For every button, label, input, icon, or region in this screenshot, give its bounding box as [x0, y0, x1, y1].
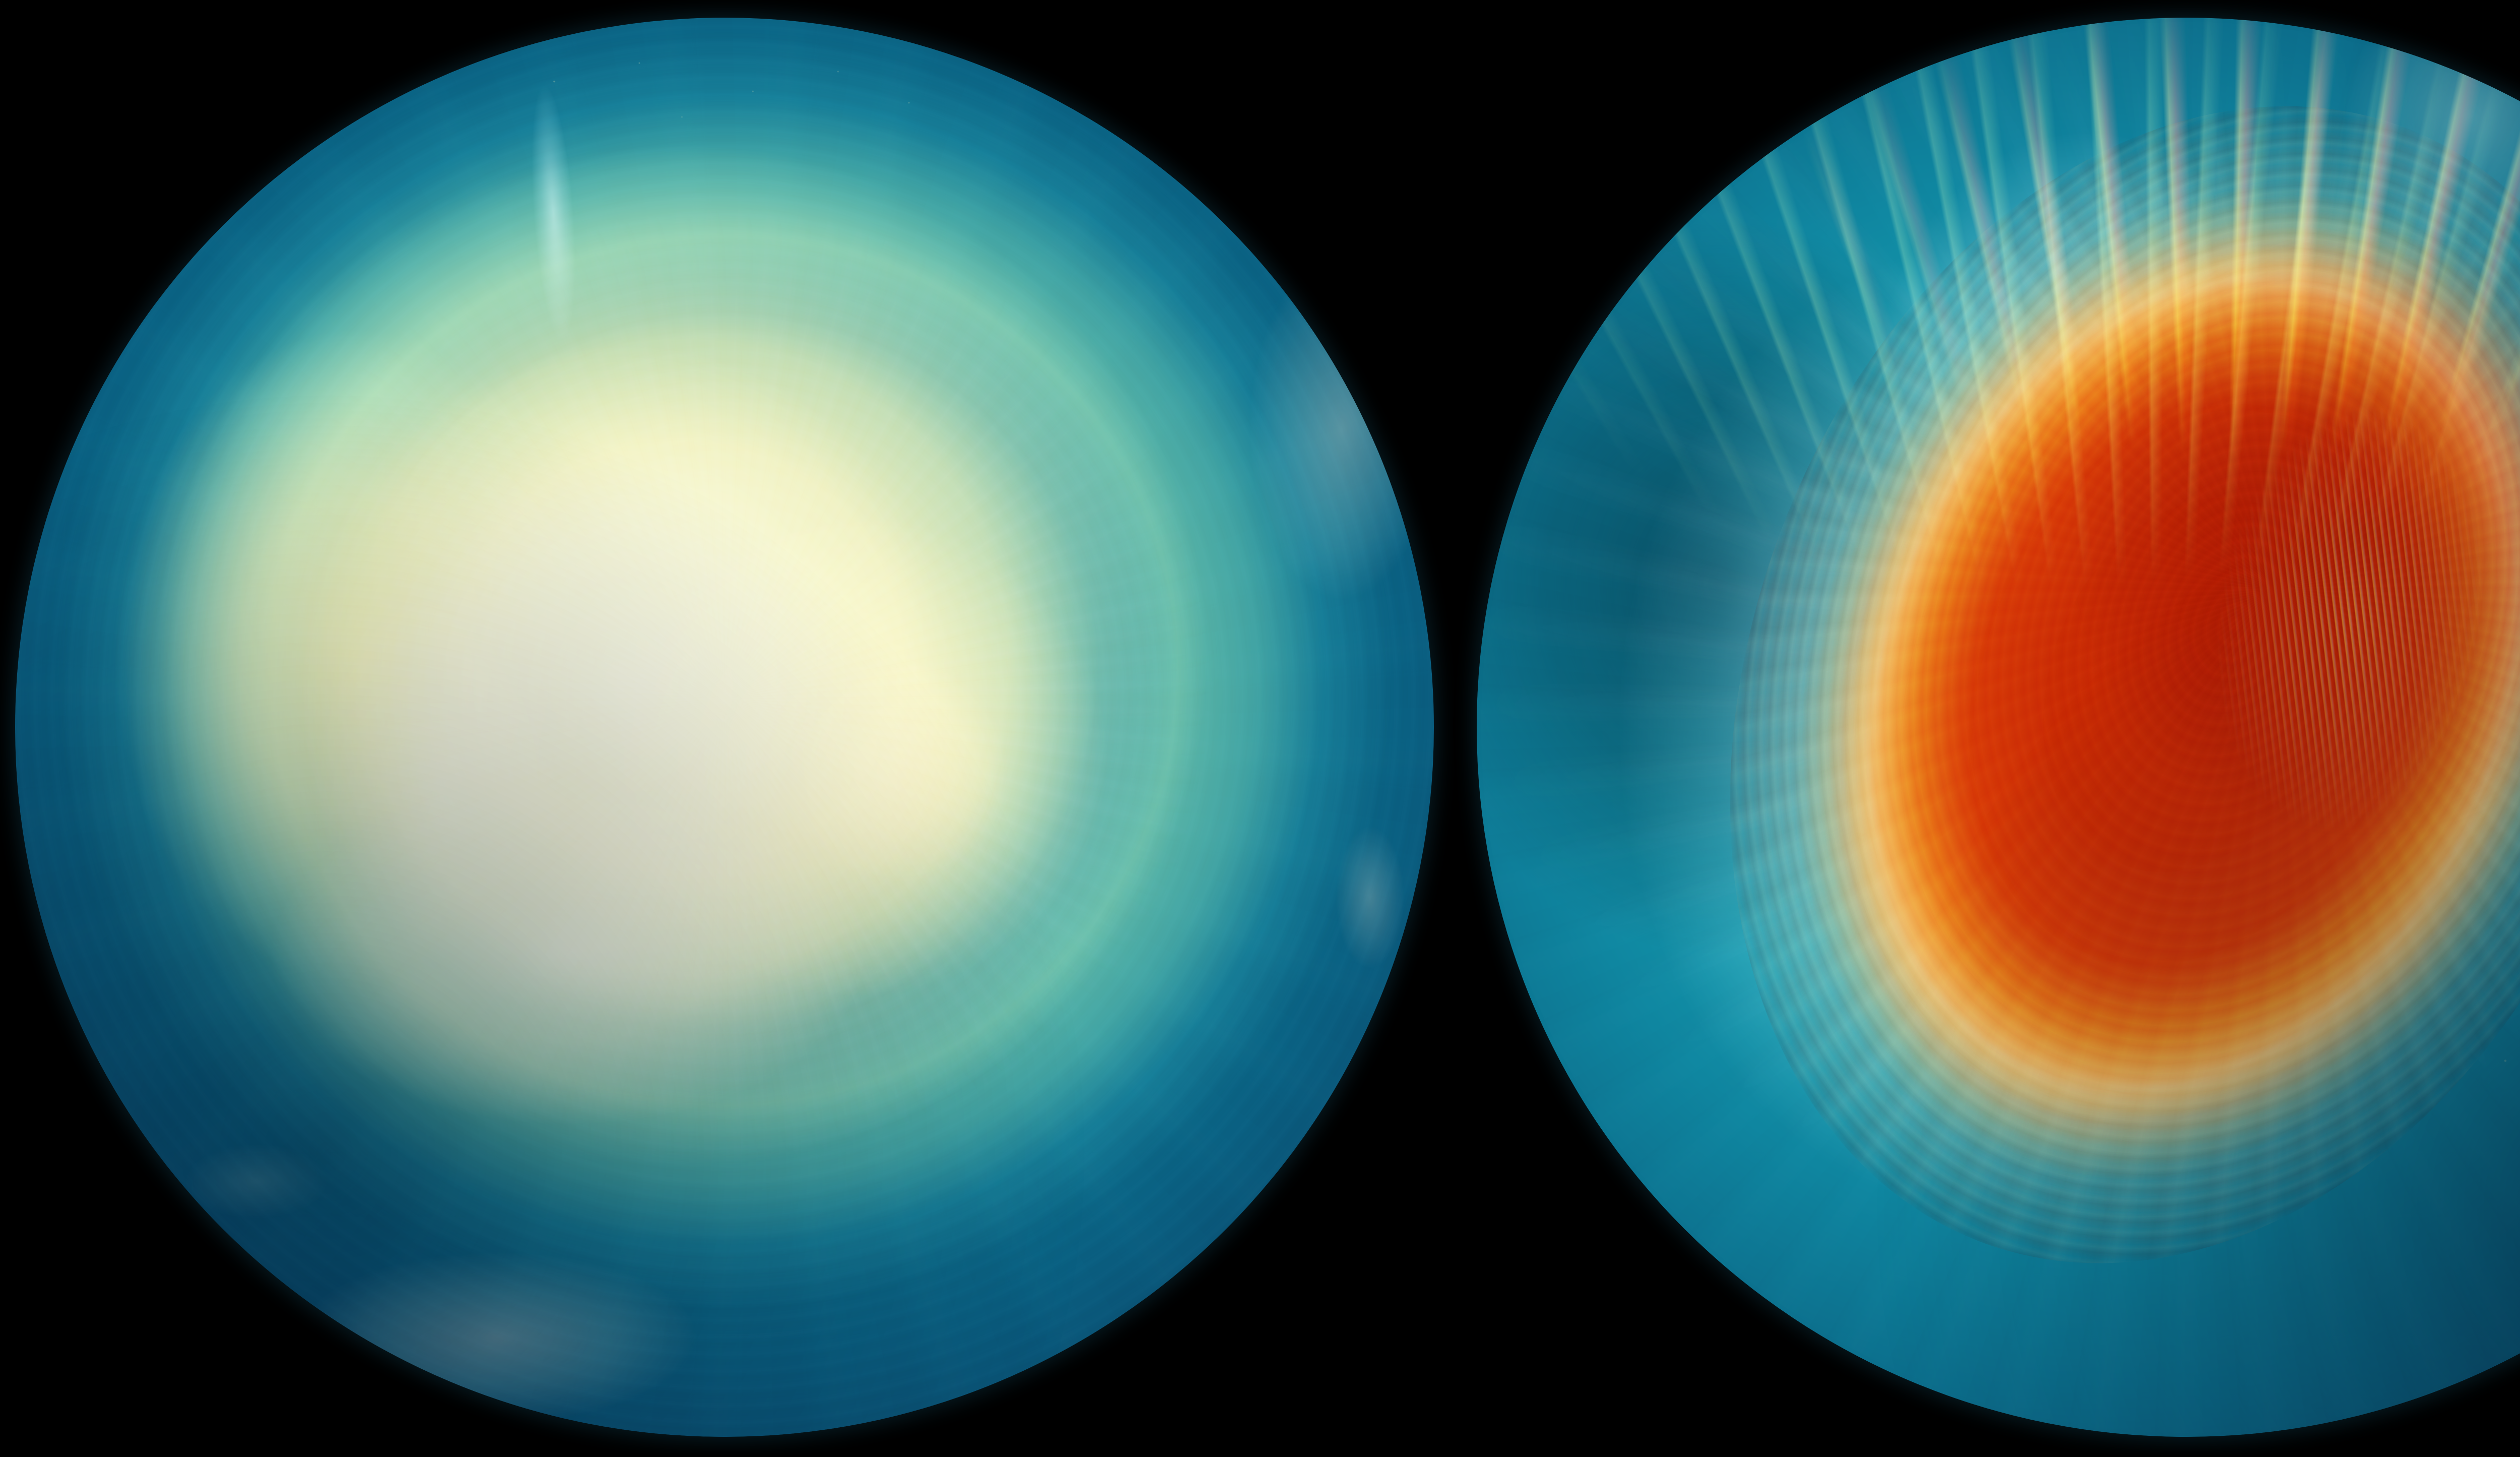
globe-north-pole[interactable]: [1476, 17, 2520, 1437]
globe-north-gravity-wave-streaks: [1476, 17, 2520, 1437]
globe-north-cloud-streamers: [1476, 17, 2520, 1437]
globe-north-gravity-wave-streaks-2: [1476, 17, 2520, 1437]
vortex-filament-burst: [2186, 385, 2515, 850]
globe-north-limb-shading: [1476, 17, 2520, 1437]
vortex-streamline-rays: [1568, 17, 2520, 1399]
globe-south-yellow-lobe: [15, 17, 1434, 1437]
globe-south-flow-striations: [15, 17, 1434, 1437]
globe-south-orange-core: [15, 17, 1434, 1437]
globe-south-streamline-texture: [15, 17, 1434, 1437]
globe-north-city-lights: [1476, 17, 2520, 1437]
globe-south-yellow-plateau: [15, 17, 1434, 1437]
globe-north-inland-seas: [1476, 17, 2520, 1437]
globe-south-orange-hotspot: [15, 17, 1434, 1437]
globe-north-limb-landmasses: [1476, 17, 2520, 1437]
globe-south-peninsula-streak: [15, 17, 1434, 1437]
vortex-cyan-halo: [1568, 17, 2520, 1399]
globe-south-base-sphere: [15, 17, 1434, 1437]
globe-north-terrain-grey: [1476, 17, 2520, 1437]
globe-north-flow-striations: [1476, 17, 2520, 1437]
globe-north-polar-vortex: [1568, 17, 2520, 1399]
globe-north-sea-ice: [1476, 17, 2520, 1437]
globe-south-pole[interactable]: [15, 17, 1434, 1437]
vortex-inner-eye: [1568, 17, 2520, 1399]
globe-south-pale-coast-rim: [15, 17, 1434, 1437]
vortex-streamline-rings: [1568, 17, 2520, 1399]
globe-south-limb-landmasses: [15, 17, 1434, 1437]
globe-north-base-sphere: [1476, 17, 2520, 1437]
vortex-orange-body: [1568, 17, 2520, 1399]
vortex-yellow-rim: [1568, 17, 2520, 1399]
globe-south-limb-shading: [15, 17, 1434, 1437]
globe-south-flow-rings: [15, 17, 1434, 1437]
vortex-red-core: [1568, 17, 2520, 1399]
globe-south-pale-continent: [15, 17, 1434, 1437]
globe-south-city-lights: [15, 17, 1434, 1437]
globe-north-deep-ocean: [1476, 17, 2520, 1437]
globe-south-green-band: [15, 17, 1434, 1437]
